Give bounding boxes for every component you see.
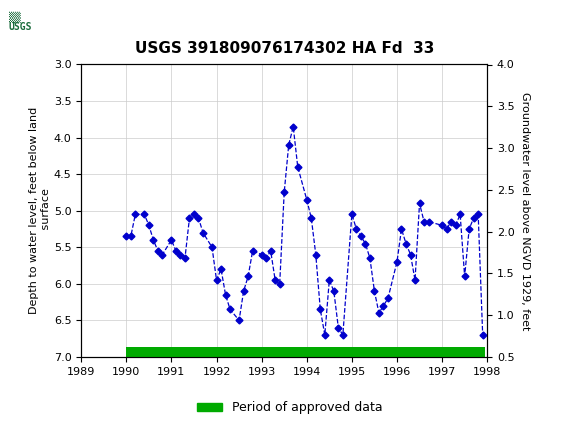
- Legend: Period of approved data: Period of approved data: [192, 396, 388, 419]
- Y-axis label: Depth to water level, feet below land
 surface: Depth to water level, feet below land su…: [30, 107, 51, 314]
- Text: USGS: USGS: [90, 12, 145, 31]
- Text: ▒▒
USGS: ▒▒ USGS: [9, 11, 32, 32]
- FancyBboxPatch shape: [6, 4, 81, 41]
- Y-axis label: Groundwater level above NGVD 1929, feet: Groundwater level above NGVD 1929, feet: [520, 92, 530, 330]
- Bar: [126, 347, 485, 357]
- Title: USGS 391809076174302 HA Fd  33: USGS 391809076174302 HA Fd 33: [135, 41, 434, 56]
